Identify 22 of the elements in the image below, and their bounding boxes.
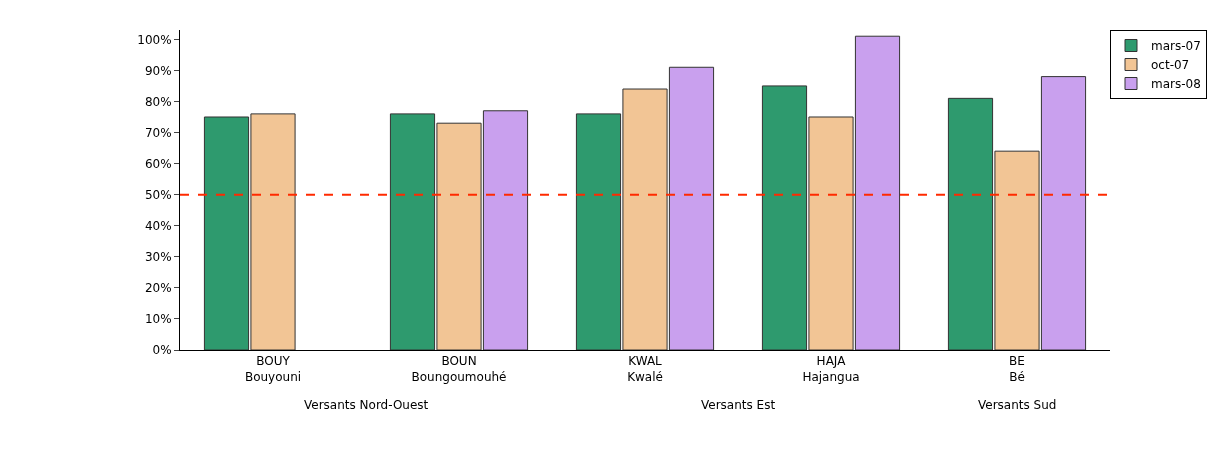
x-tick-label: BE Bé (1009, 354, 1025, 384)
y-tick-label: 50% (144, 187, 172, 202)
x-tick-label: HAJA Hajangua (802, 354, 860, 384)
y-tick-label: 30% (144, 250, 172, 264)
y-tick-label: 80% (144, 94, 172, 109)
text: Versants Nord-Ouest (304, 398, 429, 412)
y-tick-label: 100% (137, 32, 172, 47)
text: Versants Sud (978, 398, 1057, 412)
y-tick-label: 20% (144, 281, 172, 296)
y-tick-label: 70% (144, 125, 172, 140)
y-tick-label: 40% (144, 218, 172, 233)
x-tick-label: KWAL Kwalé (627, 354, 663, 384)
x-tick-label: BOUY Bouyouni (244, 354, 302, 384)
legend-label: mars-08 (1151, 77, 1201, 92)
y-tick-label: 10% (144, 312, 172, 327)
text: Versants Est (701, 398, 776, 412)
x-tick-label: BOUN Boungoumouhé (411, 354, 507, 384)
legend-label: oct-07 (1151, 58, 1190, 73)
y-tick-label: 90% (144, 63, 172, 78)
y-tick-label: 60% (144, 156, 172, 171)
legend-label: mars-07 (1151, 39, 1201, 54)
y-tick-label: 0% (152, 343, 172, 358)
